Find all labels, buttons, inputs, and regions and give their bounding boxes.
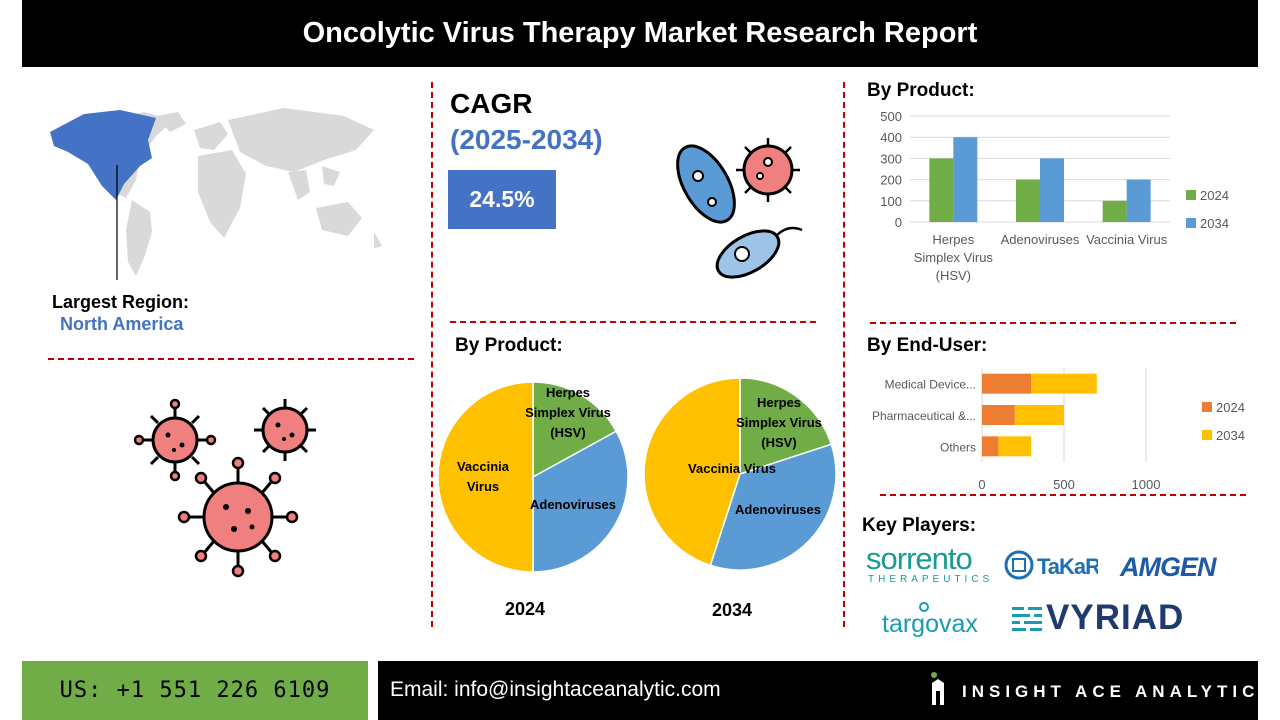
y-tick-label: Pharmaceutical &... xyxy=(872,409,976,423)
pie-label: Simplex Virus xyxy=(736,415,822,430)
divider-region xyxy=(48,358,414,360)
pie-label: Vaccinia Virus xyxy=(688,461,776,476)
pie-label: Herpes xyxy=(546,385,590,400)
legend-label: 2024 xyxy=(1200,188,1229,203)
bar-2024 xyxy=(982,436,999,457)
targovax-dot-icon xyxy=(918,600,930,618)
key-players-title: Key Players: xyxy=(862,515,977,536)
targovax-logo: targovax xyxy=(882,610,978,638)
by-product-pie-title: By Product: xyxy=(455,335,563,356)
legend-label: 2024 xyxy=(1216,400,1245,415)
largest-region-value: North America xyxy=(60,314,184,334)
world-map xyxy=(50,108,382,280)
brand-name: INSIGHT ACE ANALYTIC xyxy=(962,682,1260,701)
sorrento-logo: sorrento xyxy=(866,541,973,576)
legend-swatch xyxy=(1202,430,1212,440)
bar-2034 xyxy=(1040,158,1064,222)
pie-slice xyxy=(437,381,534,573)
bar-2024 xyxy=(1016,179,1040,222)
svg-text:TaKaRa: TaKaRa xyxy=(1037,554,1098,579)
x-tick-label: Adenoviruses xyxy=(1001,232,1080,247)
x-tick-label: Simplex Virus xyxy=(914,250,994,265)
vyriad-logo: VYRIAD xyxy=(1046,598,1185,637)
bar-2034 xyxy=(953,137,978,222)
legend-label: 2034 xyxy=(1200,216,1229,231)
pie-label: (HSV) xyxy=(761,435,796,450)
pie-slice xyxy=(532,430,629,573)
divider-end-user xyxy=(880,494,1246,496)
legend-label: 2034 xyxy=(1216,428,1245,443)
microbe-illustration xyxy=(676,138,803,279)
sorrento-logo-subtitle: THERAPEUTICS xyxy=(868,574,994,585)
pie-slice xyxy=(709,443,837,571)
pie-slice xyxy=(532,381,618,479)
cagr-label: CAGR xyxy=(450,88,533,119)
y-tick-label: Others xyxy=(940,440,976,454)
pie-label: Virus xyxy=(467,479,499,494)
phone-number[interactable]: US: +1 551 226 6109 xyxy=(22,661,368,720)
legend-swatch xyxy=(1186,218,1196,228)
bar-2034 xyxy=(1014,405,1064,425)
pie-chart-2024: Herpes Simplex Virus (HSV) Adenoviruses Vacc… xyxy=(437,381,629,619)
insight-ace-logo-icon xyxy=(928,671,946,712)
by-end-user-title: By End-User: xyxy=(867,335,988,356)
cagr-value: 24.5% xyxy=(448,170,556,229)
divider-cagr xyxy=(450,321,816,323)
y-tick-label: Medical Device... xyxy=(885,378,976,392)
divider-product-bar xyxy=(870,322,1236,324)
bar-2024 xyxy=(929,158,954,222)
takara-logo: TaKaRa xyxy=(1004,550,1114,587)
north-america-region xyxy=(50,110,156,200)
x-tick-label: (HSV) xyxy=(936,268,971,283)
y-tick-label: 300 xyxy=(880,151,902,166)
pie-label: Vaccinia xyxy=(457,459,510,474)
pie-chart-2034: Herpes Simplex Virus (HSV) Adenoviruses Vacc… xyxy=(643,377,837,620)
y-tick-label: 500 xyxy=(880,109,902,124)
product-bar-chart: 0 100 200 300 400 500 Herpes Simplex Virus (HSV)… xyxy=(880,109,1229,283)
divider-right xyxy=(843,82,845,627)
pie-caption: 2034 xyxy=(712,600,752,620)
x-tick-label: Herpes xyxy=(932,232,974,247)
pie-caption: 2024 xyxy=(505,599,545,619)
x-tick-label: 500 xyxy=(1053,477,1075,492)
pie-label: Simplex Virus xyxy=(525,405,611,420)
x-tick-label: Vaccinia Virus xyxy=(1086,232,1168,247)
y-tick-label: 0 xyxy=(895,215,902,230)
pie-slice xyxy=(739,377,833,476)
x-tick-label: 1000 xyxy=(1132,477,1161,492)
email-link[interactable]: Email: info@insightaceanalytic.com xyxy=(390,678,721,701)
y-tick-label: 100 xyxy=(880,194,902,209)
footer-bar xyxy=(378,661,1258,720)
vyriad-icon xyxy=(1010,603,1048,638)
bar-2034 xyxy=(998,436,1032,457)
pie-label: Herpes xyxy=(757,395,801,410)
cagr-years: (2025-2034) xyxy=(450,124,603,155)
pie-label: (HSV) xyxy=(550,425,585,440)
page-title: Oncolytic Virus Therapy Market Research … xyxy=(22,0,1258,67)
bar-2034 xyxy=(1126,179,1151,222)
amgen-logo: AMGEN xyxy=(1120,552,1216,582)
pie-charts: Herpes Simplex Virus (HSV) Adenoviruses Vacc… xyxy=(437,377,837,620)
bar-2034 xyxy=(1031,373,1097,394)
pie-label: Adenoviruses xyxy=(735,502,821,517)
divider-left xyxy=(431,82,433,627)
bar-2024 xyxy=(982,405,1015,425)
largest-region-label: Largest Region: xyxy=(52,292,190,312)
by-product-bar-title: By Product: xyxy=(867,80,975,101)
legend-swatch xyxy=(1186,190,1196,200)
pie-slice xyxy=(643,377,741,567)
virus-illustration xyxy=(133,398,316,578)
y-tick-label: 400 xyxy=(880,130,902,145)
legend-swatch xyxy=(1202,402,1212,412)
end-user-bar-chart: 0 500 1000 Medical Device... Pharmaceutical … xyxy=(872,368,1245,492)
bar-2024 xyxy=(1102,200,1127,222)
bar-2024 xyxy=(982,373,1032,394)
pie-label: Adenoviruses xyxy=(530,497,616,512)
x-tick-label: 0 xyxy=(978,477,985,492)
y-tick-label: 200 xyxy=(880,173,902,188)
